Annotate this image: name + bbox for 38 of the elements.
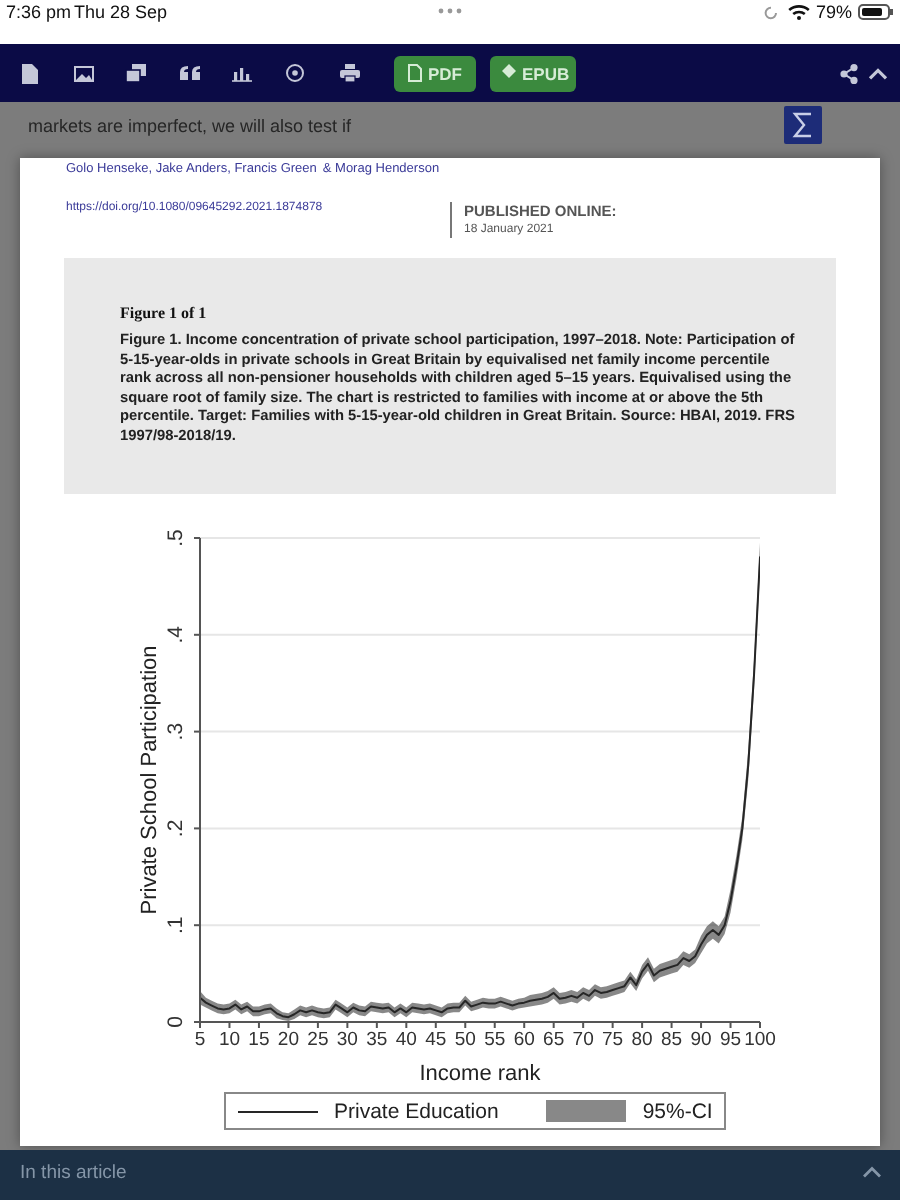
- text: In this article: [20, 1162, 127, 1185]
- x-tick-label: 45: [425, 1029, 447, 1052]
- x-tick-label: 95: [719, 1029, 742, 1052]
- text: PDF: [428, 64, 462, 85]
- y-tick-label: .4: [164, 625, 188, 644]
- x-tick-label: 10: [218, 1029, 241, 1052]
- x-tick-label: 100: [744, 1029, 776, 1052]
- x-tick-label: 60: [513, 1029, 535, 1052]
- text: EPUB: [522, 64, 570, 85]
- y-tick-label: .3: [164, 722, 188, 741]
- x-tick-label: 40: [395, 1029, 417, 1052]
- text: Thu 28 Sep: [74, 2, 168, 24]
- x-tick-label: 5: [194, 1029, 206, 1052]
- text: 79%: [816, 2, 853, 24]
- x-tick-label: 55: [484, 1029, 506, 1052]
- text: 7:36 pm: [6, 2, 72, 24]
- x-axis-title: Income rank: [419, 1062, 542, 1086]
- x-tick-label: 85: [661, 1029, 683, 1052]
- x-tick-label: 35: [366, 1029, 388, 1052]
- x-tick-label: 20: [277, 1029, 299, 1052]
- y-axis-title: Private School Participation: [138, 645, 162, 915]
- x-tick-label: 65: [543, 1029, 565, 1052]
- x-tick-label: 50: [454, 1029, 476, 1052]
- y-tick-label: .2: [164, 819, 188, 838]
- text: markets are imperfect, we will also test if: [28, 116, 352, 138]
- y-tick-label: 0: [164, 1015, 188, 1028]
- x-tick-label: 90: [690, 1029, 712, 1052]
- y-tick-label: .1: [164, 916, 188, 934]
- x-tick-label: 75: [602, 1029, 624, 1052]
- text: 95%-CI: [642, 1099, 713, 1123]
- legend-label: Private Education: [334, 1099, 499, 1123]
- x-tick-label: 70: [572, 1029, 594, 1052]
- x-tick-label: 25: [307, 1029, 329, 1052]
- chart-title: Figure 1 of 1: [120, 304, 207, 324]
- x-tick-label: 30: [336, 1029, 358, 1052]
- y-tick-label: .5: [164, 528, 188, 547]
- x-tick-label: 80: [631, 1029, 653, 1052]
- x-tick-label: 15: [248, 1029, 270, 1052]
